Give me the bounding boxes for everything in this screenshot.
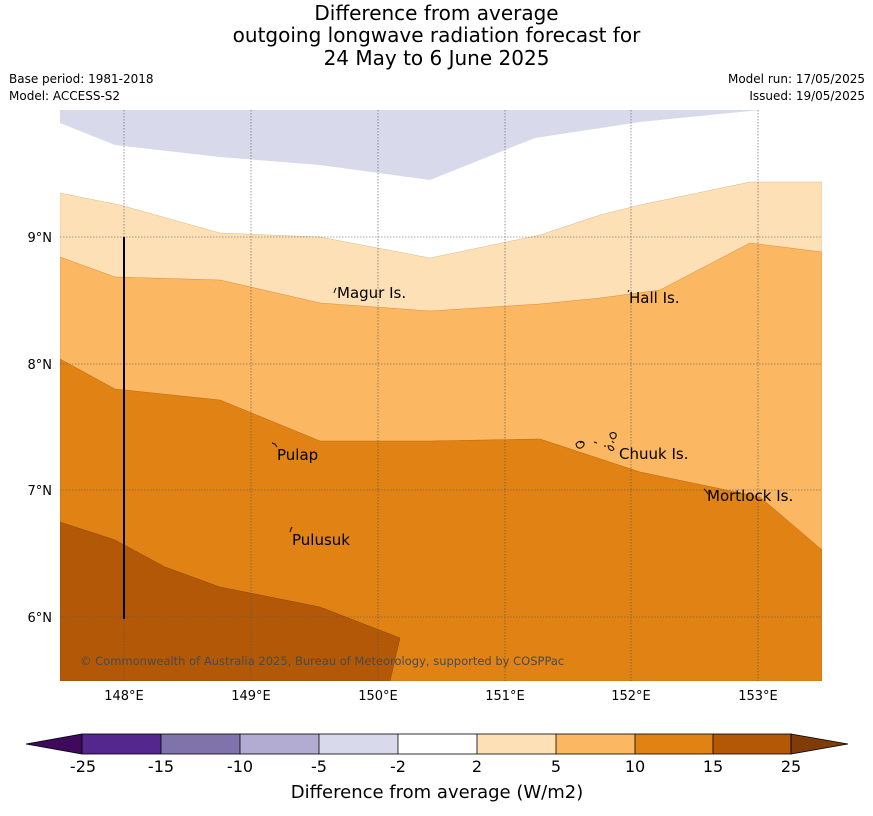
chuuk-island-shapes	[575, 432, 617, 451]
colorbar-tick-label: -10	[227, 757, 253, 776]
colorbar-tick-label: 15	[703, 757, 723, 776]
colorbar-title: Difference from average (W/m2)	[291, 782, 583, 803]
lat-label-8n: 8°N	[28, 358, 53, 373]
place-label-magur: Magur Is.	[337, 284, 406, 302]
lat-label-9n: 9°N	[28, 231, 53, 246]
band-neg-5-2	[60, 110, 760, 180]
colorbar-seg-2	[161, 734, 240, 754]
lon-label-152e: 152°E	[611, 689, 651, 704]
title-line-3: 24 May to 6 June 2025	[323, 46, 550, 70]
lon-label-148e: 148°E	[104, 689, 144, 704]
island-outlines	[271, 287, 709, 533]
colorbar-seg-7	[556, 734, 635, 754]
lat-label-6n: 6°N	[28, 611, 53, 626]
place-label-mortlock: Mortlock Is.	[707, 487, 793, 505]
colorbar: -25 -15 -10 -5 -2 2 5 10 15 25 Differenc…	[25, 733, 849, 803]
colorbar-tick-label: 2	[472, 757, 482, 776]
colorbar-seg-5	[398, 734, 477, 754]
place-label-hall: Hall Is.	[629, 289, 680, 307]
pulap-island-shape	[271, 442, 278, 448]
title-line-2: outgoing longwave radiation forecast for	[232, 23, 641, 47]
colorbar-tick-label: 25	[781, 757, 801, 776]
colorbar-extend-low	[25, 733, 83, 755]
place-label-chuuk: Chuuk Is.	[619, 445, 688, 463]
hall-island-shape	[627, 289, 630, 293]
copyright-notice: © Commonwealth of Australia 2025, Bureau…	[80, 654, 564, 668]
anomaly-shading	[60, 110, 822, 681]
base-period-label: Base period: 1981-2018	[9, 72, 154, 86]
colorbar-seg-3	[240, 734, 319, 754]
lon-label-153e: 153°E	[738, 689, 778, 704]
colorbar-seg-6	[477, 734, 556, 754]
lon-label-149e: 149°E	[231, 689, 271, 704]
mortlock-island-shape	[703, 488, 709, 495]
model-run-label: Model run: 17/05/2025	[727, 72, 865, 86]
colorbar-extend-high	[790, 733, 849, 755]
colorbar-tick-label: 10	[625, 757, 645, 776]
place-label-pulusuk: Pulusuk	[292, 531, 350, 549]
colorbar-tick-label: -15	[148, 757, 174, 776]
colorbar-tick-label: 5	[551, 757, 561, 776]
place-label-pulap: Pulap	[277, 446, 318, 464]
lat-label-7n: 7°N	[28, 484, 53, 499]
colorbar-seg-4	[319, 734, 398, 754]
lon-label-150e: 150°E	[358, 689, 398, 704]
pulusuk-island-shape	[289, 526, 293, 533]
colorbar-tick-label: -25	[70, 757, 96, 776]
colorbar-seg-1	[82, 734, 161, 754]
lon-label-151e: 151°E	[485, 689, 525, 704]
band-15-25	[60, 521, 401, 681]
title-line-1: Difference from average	[314, 1, 559, 25]
colorbar-tick-label: -5	[311, 757, 327, 776]
model-label: Model: ACCESS-S2	[9, 89, 121, 103]
colorbar-seg-8	[635, 734, 713, 754]
magur-island-shape	[333, 287, 337, 294]
colorbar-seg-9	[713, 734, 791, 754]
issued-label: Issued: 19/05/2025	[749, 89, 865, 103]
colorbar-tick-label: -2	[390, 757, 406, 776]
